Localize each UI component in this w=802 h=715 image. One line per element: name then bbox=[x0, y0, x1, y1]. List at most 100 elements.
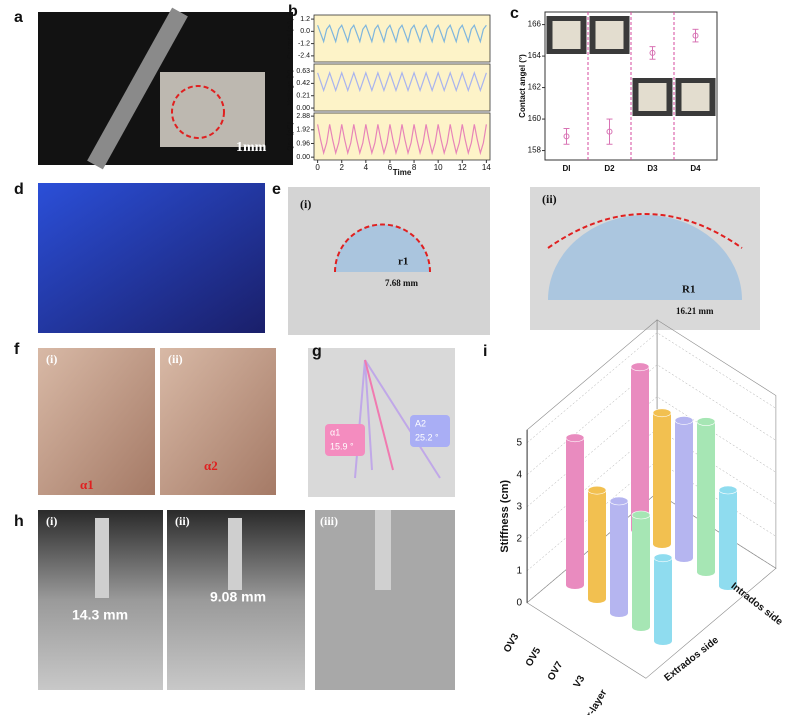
x-tick-label: 8 bbox=[412, 163, 417, 172]
bar-cap bbox=[674, 416, 694, 425]
y-tick-label: 1.2 bbox=[300, 16, 310, 23]
panel-letter: f bbox=[14, 341, 20, 358]
bar bbox=[719, 490, 737, 586]
point bbox=[649, 49, 656, 56]
inset-photo bbox=[552, 21, 581, 49]
scale-label: 1mm bbox=[236, 140, 267, 155]
panel-letters: a b c d e f g h i bbox=[14, 3, 519, 530]
panel-letter: a bbox=[14, 9, 23, 26]
point bbox=[563, 133, 570, 140]
y-tick-label: 0.63 bbox=[296, 68, 310, 75]
panel-letter: i bbox=[483, 343, 487, 360]
bar bbox=[653, 412, 671, 544]
bar-cap bbox=[565, 433, 585, 443]
angle-label: α2 bbox=[204, 458, 218, 473]
plot-bg bbox=[313, 14, 491, 63]
angle-lines bbox=[354, 359, 441, 479]
line bbox=[317, 124, 487, 156]
angle-label: A2 bbox=[415, 418, 426, 428]
sub-label: (ii) bbox=[542, 192, 557, 206]
inset-photo bbox=[595, 21, 624, 49]
depth-label: 9.08 mm bbox=[210, 589, 266, 605]
bar-cap bbox=[653, 553, 673, 563]
bar bbox=[675, 420, 693, 558]
y-tick-label: 0.00 bbox=[296, 105, 310, 112]
y-axis-label: Stiffness (cm) bbox=[499, 480, 511, 553]
y-tick-label: 0 bbox=[517, 597, 523, 608]
x-tick-label: OV7 bbox=[546, 659, 566, 682]
panel-letter: c bbox=[510, 5, 519, 22]
wall bbox=[656, 319, 777, 569]
y-tick-label: 2 bbox=[517, 533, 523, 544]
bar bbox=[697, 421, 715, 572]
y-tick-label: 0.00 bbox=[296, 154, 310, 161]
angle-line bbox=[364, 359, 394, 471]
probe bbox=[228, 518, 242, 590]
radius-area bbox=[335, 224, 430, 272]
x-tick-label: 4 bbox=[364, 163, 369, 172]
sub-label: (ii) bbox=[168, 352, 183, 366]
photos bbox=[38, 7, 760, 690]
x-tick-label: 14 bbox=[482, 163, 491, 172]
y-tick-label: 166 bbox=[528, 20, 542, 29]
x-tick-label: 6 bbox=[388, 163, 393, 172]
y-axis-label: Qsc (pC) bbox=[287, 122, 294, 151]
y-tick-label: -1.2 bbox=[298, 40, 310, 47]
bar bbox=[588, 490, 606, 599]
inset-photo bbox=[638, 83, 667, 111]
y-axis-label: Voltage (V) bbox=[287, 69, 294, 105]
y-tick-label: 4 bbox=[517, 469, 523, 480]
y-axis-label: Contact angel (°) bbox=[518, 54, 527, 118]
plot-bg bbox=[313, 112, 491, 161]
bar-cap bbox=[630, 362, 650, 372]
bar-cap bbox=[696, 417, 716, 426]
panel-letter: h bbox=[14, 513, 24, 530]
y-tick-label: 1 bbox=[517, 565, 523, 576]
radius-label: R1 bbox=[682, 284, 695, 296]
bar bbox=[654, 557, 672, 641]
angle-label: α1 bbox=[330, 427, 340, 437]
photo-f2 bbox=[160, 348, 276, 495]
y-tick-label: 0.0 bbox=[300, 28, 310, 35]
bar bbox=[631, 366, 649, 530]
panel-letter: d bbox=[14, 181, 24, 198]
panel-letter: b bbox=[288, 3, 298, 20]
highlight bbox=[171, 85, 225, 139]
bar-cap bbox=[587, 485, 607, 495]
y-tick-label: 158 bbox=[528, 146, 542, 155]
sub-label: (iii) bbox=[320, 514, 338, 528]
x-tick-label: OV5 bbox=[524, 645, 544, 668]
bar-cap bbox=[652, 408, 672, 418]
fiber bbox=[87, 7, 188, 170]
y-tick-label: -2.4 bbox=[298, 53, 310, 60]
x-tick-label: OV3 bbox=[502, 631, 522, 654]
probe bbox=[375, 510, 391, 590]
x-tick-label: 0 bbox=[315, 163, 320, 172]
x-tick-label: 10 bbox=[434, 163, 443, 172]
point bbox=[606, 128, 613, 135]
x-tick-label: D3 bbox=[647, 164, 658, 173]
label-box bbox=[325, 424, 365, 456]
bar-cap bbox=[609, 496, 629, 506]
bar bbox=[610, 501, 628, 613]
sub-label: (i) bbox=[300, 197, 311, 211]
line bbox=[317, 23, 487, 44]
grid-line bbox=[526, 428, 777, 539]
x-tick-label: 12 bbox=[458, 163, 467, 172]
y-tick-label: 1.92 bbox=[296, 127, 310, 134]
bar-cap bbox=[631, 510, 651, 520]
x-tick-label: D4 bbox=[690, 164, 701, 173]
grid-line bbox=[526, 460, 777, 571]
bar-cap bbox=[718, 485, 738, 495]
line bbox=[317, 70, 487, 93]
annotations: 1mm (i) r1 7.68 mm (ii) R1 16.21 mm (i) … bbox=[46, 140, 714, 622]
arc bbox=[547, 213, 743, 249]
grid-line bbox=[526, 396, 777, 507]
radius-area bbox=[548, 215, 742, 300]
inset-photo bbox=[160, 72, 265, 147]
x-tick-label: Air-layer bbox=[580, 688, 610, 715]
arc bbox=[334, 223, 431, 273]
grid-line bbox=[526, 332, 777, 443]
x-tick-label: 2 bbox=[339, 163, 344, 172]
angle-value: 25.2 ° bbox=[415, 432, 439, 442]
